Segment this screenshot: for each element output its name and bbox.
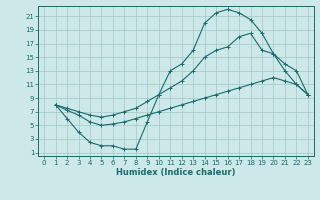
X-axis label: Humidex (Indice chaleur): Humidex (Indice chaleur): [116, 168, 236, 177]
